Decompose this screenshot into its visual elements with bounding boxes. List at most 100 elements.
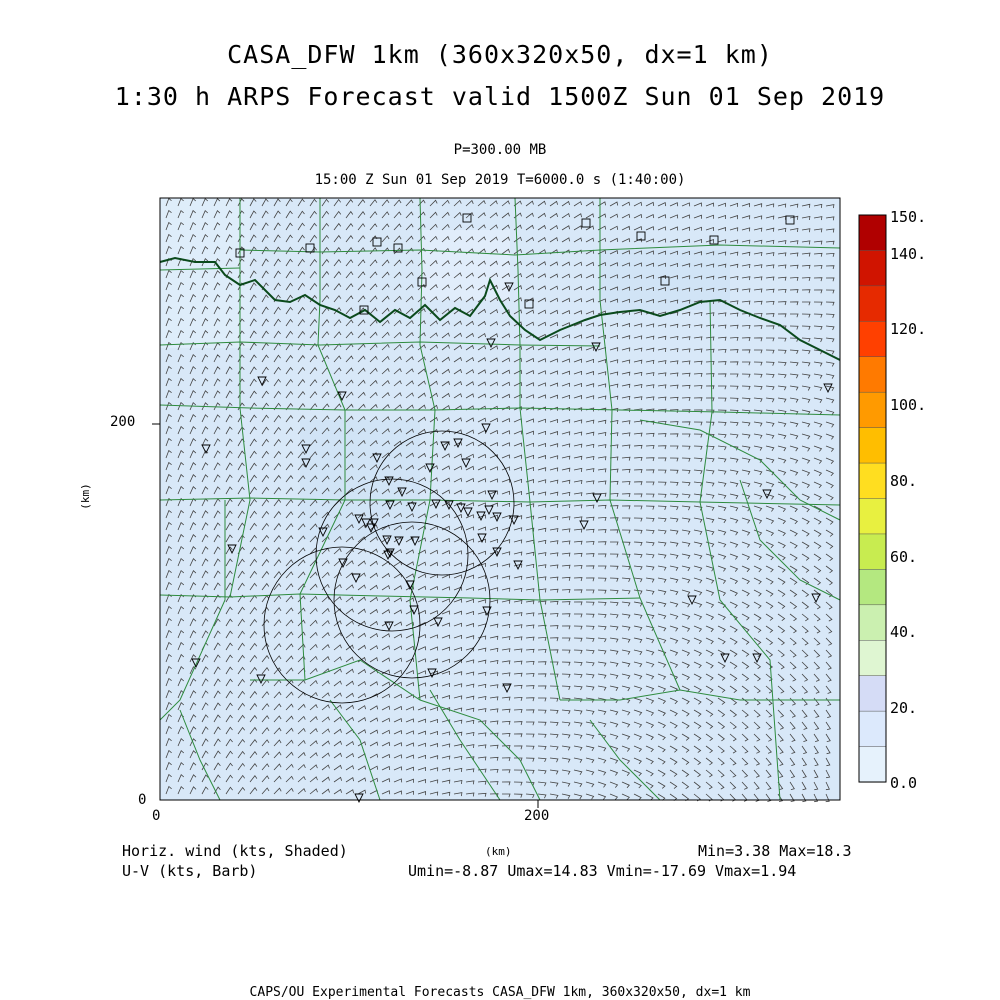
station-triangle-marker [481, 423, 491, 434]
y-tick-200: 200 [110, 414, 136, 430]
colorbar-swatch [858, 604, 887, 641]
station-triangle-marker [482, 606, 492, 617]
station-triangle-marker [318, 527, 328, 538]
station-triangle-marker [301, 458, 311, 469]
y-tick-0: 0 [138, 792, 147, 808]
colorbar-swatch [858, 640, 887, 677]
colorbar-label: 20. [890, 699, 918, 717]
station-triangle-marker [382, 535, 392, 546]
colorbar-swatch [858, 214, 887, 251]
station-triangle-marker [372, 453, 382, 464]
station-triangle-marker [476, 511, 486, 522]
station-triangle-marker [361, 518, 371, 529]
station-triangle-marker [502, 683, 512, 694]
colorbar-label: 60. [890, 548, 918, 566]
shaded-field-label: Horiz. wind (kts, Shaded) [122, 842, 348, 860]
station-triangle-marker [191, 658, 201, 669]
station-square-marker [235, 248, 245, 258]
colorbar-label: 100. [890, 396, 927, 414]
station-triangle-marker [425, 463, 435, 474]
colorbar-label: 80. [890, 472, 918, 490]
title-line-1: CASA_DFW 1km (360x320x50, dx=1 km) [227, 40, 773, 69]
station-triangle-marker [227, 544, 237, 555]
colorbar-swatch [858, 498, 887, 535]
station-triangle-marker [385, 500, 395, 511]
station-triangle-marker [492, 512, 502, 523]
station-square-marker [636, 231, 646, 241]
colorbar-frame [858, 214, 887, 783]
station-triangle-marker [823, 383, 833, 394]
min-max-label: Min=3.38 Max=18.3 [698, 842, 852, 860]
station-triangle-marker [409, 605, 419, 616]
station-triangle-marker [513, 560, 523, 571]
colorbar-swatch [858, 710, 887, 748]
station-triangle-marker [384, 476, 394, 487]
station-triangle-marker [453, 438, 463, 449]
station-triangle-marker [433, 617, 443, 628]
station-triangle-marker [487, 490, 497, 501]
station-square-marker [393, 243, 403, 253]
uv-stats-label: Umin=-8.87 Umax=14.83 Vmin=-17.69 Vmax=1… [408, 862, 797, 880]
colorbar-swatch [858, 356, 887, 393]
station-triangle-marker [504, 282, 514, 293]
colorbar-swatch [858, 321, 887, 358]
station-triangle-marker [461, 458, 471, 469]
station-triangle-marker [385, 548, 395, 559]
pressure-level: P=300.00 MB [453, 142, 547, 158]
station-markers [191, 213, 833, 804]
station-square-marker [305, 243, 315, 253]
station-square-marker [709, 235, 719, 245]
station-triangle-marker [383, 550, 393, 561]
station-triangle-marker [351, 573, 361, 584]
y-axis-label: (km) [78, 483, 92, 510]
station-triangle-marker [410, 536, 420, 547]
station-triangle-marker [477, 533, 487, 544]
station-triangle-marker [486, 338, 496, 349]
station-square-marker [359, 305, 369, 315]
x-tick-200: 200 [524, 808, 550, 824]
x-axis-label: (km) [485, 845, 512, 858]
county-boundaries [159, 197, 841, 801]
station-triangle-marker [444, 500, 454, 511]
station-triangle-marker [762, 489, 772, 500]
station-triangle-marker [257, 376, 267, 387]
station-square-marker [660, 276, 670, 286]
colorbar-label: 120. [890, 320, 927, 338]
colorbar [858, 214, 887, 783]
colorbar-label: 140. [890, 245, 927, 263]
station-triangle-marker [301, 444, 311, 455]
station-triangle-marker [687, 595, 697, 606]
station-triangle-marker [752, 653, 762, 664]
station-triangle-marker [256, 674, 266, 685]
station-triangle-marker [407, 502, 417, 513]
station-triangle-marker [440, 441, 450, 452]
colorbar-swatch [858, 391, 887, 429]
station-square-marker [581, 218, 591, 228]
station-square-marker [372, 237, 382, 247]
station-triangle-marker [201, 444, 211, 455]
colorbar-swatch [858, 285, 887, 322]
state-border [159, 256, 841, 361]
radar-range-rings [263, 430, 515, 704]
station-triangle-marker [592, 493, 602, 504]
station-triangle-marker [509, 515, 519, 526]
station-square-marker [524, 299, 534, 309]
colorbar-swatch [858, 746, 887, 783]
station-triangle-marker [337, 391, 347, 402]
colorbar-swatch [858, 569, 887, 606]
station-triangle-marker [591, 342, 601, 353]
station-triangle-marker [427, 668, 437, 679]
station-triangle-marker [492, 547, 502, 558]
valid-time: 15:00 Z Sun 01 Sep 2019 T=6000.0 s (1:40… [314, 172, 686, 188]
station-triangle-marker [338, 558, 348, 569]
station-triangle-marker [366, 523, 376, 534]
station-triangle-marker [456, 503, 466, 514]
station-triangle-marker [431, 499, 441, 510]
barb-field-label: U-V (kts, Barb) [122, 862, 258, 880]
station-square-marker [462, 213, 472, 223]
station-triangle-marker [354, 514, 364, 525]
colorbar-swatch [858, 462, 887, 500]
station-square-marker [785, 215, 795, 225]
station-triangle-marker [720, 653, 730, 664]
